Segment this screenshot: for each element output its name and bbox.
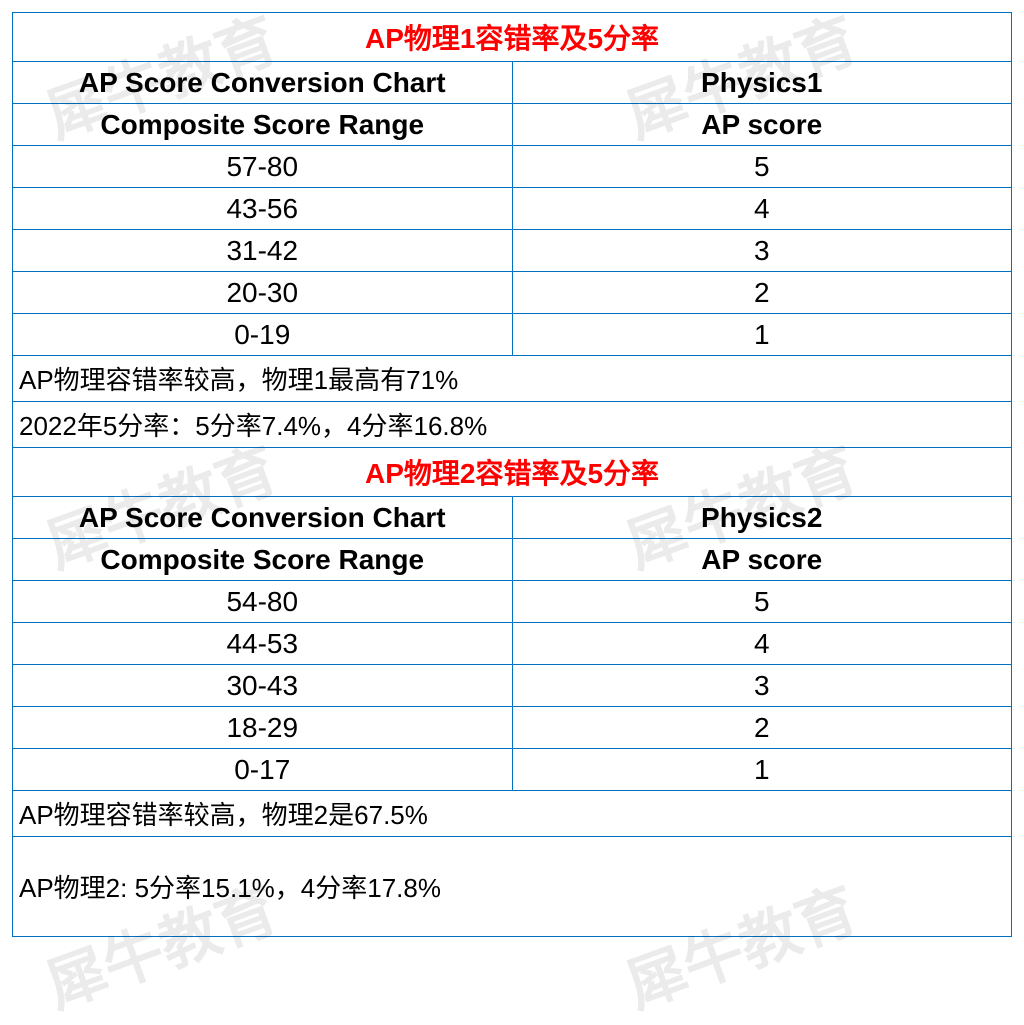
score-range-cell: 18-29 <box>13 707 513 749</box>
physics2-note2-row: AP物理2: 5分率15.1%，4分率17.8% <box>13 837 1012 937</box>
physics1-note1: AP物理容错率较高，物理1最高有71% <box>13 356 1012 402</box>
ap-score-cell: 1 <box>512 749 1012 791</box>
ap-score-cell: 3 <box>512 665 1012 707</box>
score-range-cell: 43-56 <box>13 188 513 230</box>
table-row: 20-30 2 <box>13 272 1012 314</box>
ap-score-cell: 2 <box>512 272 1012 314</box>
ap-score-cell: 1 <box>512 314 1012 356</box>
physics1-subheader-row: Composite Score Range AP score <box>13 104 1012 146</box>
physics2-title: AP物理2容错率及5分率 <box>13 448 1012 497</box>
table-row: 0-17 1 <box>13 749 1012 791</box>
physics1-note2: 2022年5分率：5分率7.4%，4分率16.8% <box>13 402 1012 448</box>
score-range-cell: 30-43 <box>13 665 513 707</box>
ap-score-cell: 3 <box>512 230 1012 272</box>
score-range-cell: 44-53 <box>13 623 513 665</box>
score-range-cell: 0-17 <box>13 749 513 791</box>
physics1-title-row: AP物理1容错率及5分率 <box>13 13 1012 62</box>
ap-score-cell: 4 <box>512 188 1012 230</box>
table-row: 44-53 4 <box>13 623 1012 665</box>
ap-score-cell: 4 <box>512 623 1012 665</box>
score-range-cell: 31-42 <box>13 230 513 272</box>
score-range-cell: 54-80 <box>13 581 513 623</box>
table-row: 31-42 3 <box>13 230 1012 272</box>
physics1-header-right: Physics1 <box>512 62 1012 104</box>
physics2-subheader-right: AP score <box>512 539 1012 581</box>
ap-physics-table: AP物理1容错率及5分率 AP Score Conversion Chart P… <box>12 12 1012 937</box>
physics2-note1: AP物理容错率较高，物理2是67.5% <box>13 791 1012 837</box>
ap-score-cell: 2 <box>512 707 1012 749</box>
table-row: 18-29 2 <box>13 707 1012 749</box>
physics2-subheader-row: Composite Score Range AP score <box>13 539 1012 581</box>
physics2-note2: AP物理2: 5分率15.1%，4分率17.8% <box>13 837 1012 937</box>
physics1-title: AP物理1容错率及5分率 <box>13 13 1012 62</box>
table-row: 54-80 5 <box>13 581 1012 623</box>
score-range-cell: 0-19 <box>13 314 513 356</box>
physics1-subheader-right: AP score <box>512 104 1012 146</box>
score-range-cell: 57-80 <box>13 146 513 188</box>
physics2-header-right: Physics2 <box>512 497 1012 539</box>
physics2-title-row: AP物理2容错率及5分率 <box>13 448 1012 497</box>
ap-score-cell: 5 <box>512 581 1012 623</box>
physics2-header-left: AP Score Conversion Chart <box>13 497 513 539</box>
table-row: 57-80 5 <box>13 146 1012 188</box>
physics2-header-row: AP Score Conversion Chart Physics2 <box>13 497 1012 539</box>
physics1-note2-row: 2022年5分率：5分率7.4%，4分率16.8% <box>13 402 1012 448</box>
table-row: 30-43 3 <box>13 665 1012 707</box>
ap-score-cell: 5 <box>512 146 1012 188</box>
score-range-cell: 20-30 <box>13 272 513 314</box>
physics1-note1-row: AP物理容错率较高，物理1最高有71% <box>13 356 1012 402</box>
physics2-subheader-left: Composite Score Range <box>13 539 513 581</box>
physics1-header-row: AP Score Conversion Chart Physics1 <box>13 62 1012 104</box>
physics1-subheader-left: Composite Score Range <box>13 104 513 146</box>
table-row: 43-56 4 <box>13 188 1012 230</box>
table-row: 0-19 1 <box>13 314 1012 356</box>
physics1-header-left: AP Score Conversion Chart <box>13 62 513 104</box>
physics2-note1-row: AP物理容错率较高，物理2是67.5% <box>13 791 1012 837</box>
